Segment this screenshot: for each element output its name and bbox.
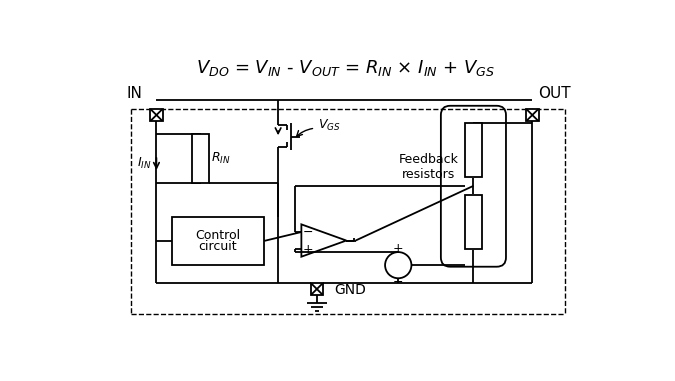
Text: $R_{IN}$: $R_{IN}$	[211, 151, 231, 166]
Text: +: +	[393, 242, 404, 255]
Text: −: −	[393, 275, 404, 289]
Bar	[172, 217, 264, 265]
Text: Feedback
resistors: Feedback resistors	[398, 154, 458, 181]
Text: OUT: OUT	[539, 86, 571, 101]
Bar	[192, 134, 209, 183]
Text: Control: Control	[196, 229, 240, 242]
Text: +: +	[303, 243, 314, 256]
Text: −: −	[303, 226, 314, 239]
Polygon shape	[301, 224, 346, 257]
Text: GND: GND	[334, 283, 366, 297]
Text: $V_{GS}$: $V_{GS}$	[319, 117, 341, 133]
Text: circuit: circuit	[198, 240, 238, 253]
Bar	[465, 195, 482, 249]
Text: $V_{DO}$ = $V_{IN}$ - $V_{OUT}$ = $R_{IN}$ × $I_{IN}$ + $V_{GS}$: $V_{DO}$ = $V_{IN}$ - $V_{OUT}$ = $R_{IN…	[196, 58, 495, 78]
Bar	[151, 109, 163, 121]
Bar	[310, 283, 323, 295]
Circle shape	[385, 252, 412, 278]
Bar	[465, 123, 482, 178]
Text: $I_{IN}$: $I_{IN}$	[137, 156, 152, 171]
Bar	[526, 109, 539, 121]
Text: IN: IN	[127, 86, 142, 101]
